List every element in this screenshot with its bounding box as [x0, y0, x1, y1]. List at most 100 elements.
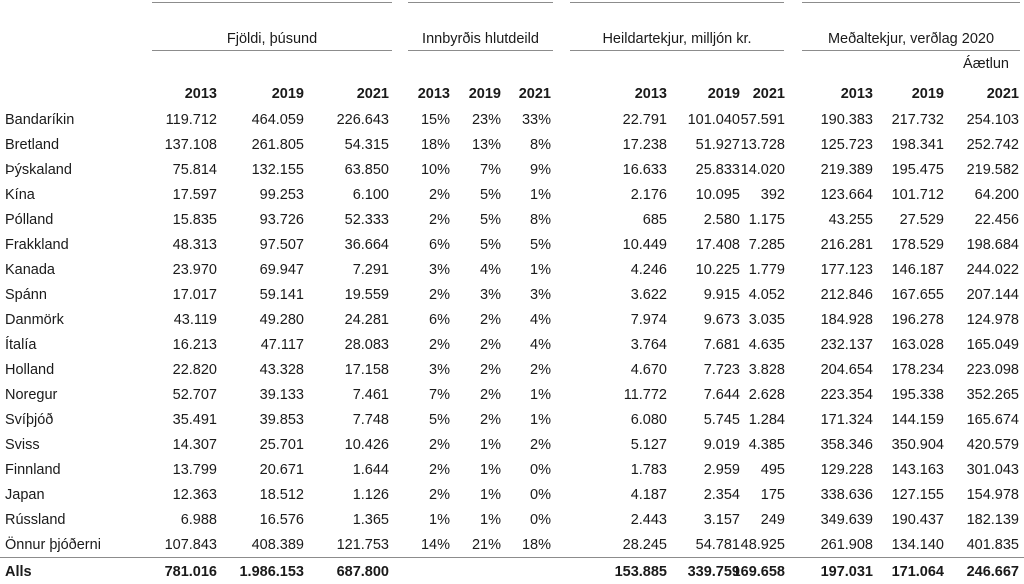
cell: 3% [530, 287, 551, 303]
cell: 143.163 [891, 462, 944, 478]
cell: 25.701 [259, 437, 304, 453]
cell: 1.783 [630, 462, 667, 478]
cell: 4.187 [630, 487, 667, 503]
group-underline [570, 50, 784, 51]
cell: 125.723 [820, 137, 873, 153]
cell: 178.234 [891, 362, 944, 378]
cell: 57.591 [740, 112, 785, 128]
cell: 154.978 [966, 487, 1019, 503]
year-header: 2013 [634, 86, 667, 102]
cell: 352.265 [966, 387, 1019, 403]
cell: 1.284 [748, 412, 785, 428]
cell: 5.127 [630, 437, 667, 453]
cell: 43.119 [173, 312, 217, 328]
cell: 9% [530, 162, 551, 178]
row-label: Svíþjóð [5, 412, 54, 428]
cell: 2% [429, 462, 450, 478]
cell: 190.383 [820, 112, 873, 128]
cell: 358.346 [820, 437, 873, 453]
cell: 10.426 [344, 437, 389, 453]
cell: 249 [760, 512, 785, 528]
cell: 198.684 [966, 237, 1019, 253]
cell: 8% [530, 137, 551, 153]
cell: 2% [480, 362, 501, 378]
cell: 7.461 [352, 387, 389, 403]
cell: 10.449 [622, 237, 667, 253]
total-cell: 169.658 [732, 564, 785, 580]
cell: 2% [429, 487, 450, 503]
row-label: Holland [5, 362, 55, 378]
row-label: Bandaríkin [5, 112, 75, 128]
cell: 207.144 [966, 287, 1019, 303]
cell: 261.908 [820, 537, 873, 553]
cell: 175 [760, 487, 785, 503]
total-cell: 197.031 [820, 564, 873, 580]
cell: 2% [429, 287, 450, 303]
row-label: Japan [5, 487, 45, 503]
cell: 216.281 [820, 237, 873, 253]
group-top-rule [570, 2, 784, 3]
year-header: 2019 [911, 86, 944, 102]
cell: 420.579 [966, 437, 1019, 453]
cell: 28.245 [622, 537, 667, 553]
cell: 132.155 [251, 162, 304, 178]
cell: 254.103 [966, 112, 1019, 128]
cell: 23% [471, 112, 501, 128]
cell: 107.843 [164, 537, 217, 553]
cell: 6.988 [180, 512, 217, 528]
cell: 163.028 [891, 337, 944, 353]
cell: 7.723 [703, 362, 740, 378]
total-cell: 781.016 [164, 564, 217, 580]
cell: 7.681 [703, 337, 740, 353]
cell: 13% [471, 137, 501, 153]
cell: 48.925 [740, 537, 785, 553]
cell: 19.559 [344, 287, 389, 303]
cell: 3.828 [748, 362, 785, 378]
cell: 20.671 [259, 462, 304, 478]
cell: 99.253 [259, 187, 304, 203]
cell: 198.341 [891, 137, 944, 153]
cell: 1% [530, 187, 551, 203]
group-title: Meðaltekjur, verðlag 2020 [827, 31, 995, 47]
cell: 6% [429, 237, 450, 253]
cell: 25.833 [695, 162, 740, 178]
cell: 195.338 [891, 387, 944, 403]
cell: 0% [530, 462, 551, 478]
cell: 4.246 [630, 262, 667, 278]
row-label: Kína [5, 187, 35, 203]
cell: 14.307 [172, 437, 217, 453]
cell: 261.805 [251, 137, 304, 153]
group-top-rule [152, 2, 392, 3]
cell: 3.764 [630, 337, 667, 353]
cell: 5% [480, 237, 501, 253]
cell: 4% [530, 337, 551, 353]
cell: 35.491 [172, 412, 217, 428]
total-cell: 339.759 [687, 564, 740, 580]
cell: 43.255 [828, 212, 873, 228]
cell: 10.225 [695, 262, 740, 278]
cell: 11.772 [623, 387, 667, 403]
row-label: Finnland [5, 462, 61, 478]
cell: 182.139 [966, 512, 1019, 528]
row-label: Spánn [5, 287, 47, 303]
cell: 134.140 [891, 537, 944, 553]
cell: 49.280 [259, 312, 304, 328]
group-title: Fjöldi, þúsund [226, 31, 318, 47]
cell: 27.529 [899, 212, 944, 228]
cell: 119.712 [165, 112, 217, 128]
cell: 1% [480, 512, 501, 528]
row-label: Danmörk [5, 312, 64, 328]
cell: 24.281 [344, 312, 389, 328]
cell: 2.628 [748, 387, 785, 403]
total-cell: 171.064 [891, 564, 944, 580]
cell: 0% [530, 512, 551, 528]
cell: 47.117 [260, 337, 304, 353]
cell: 219.389 [820, 162, 873, 178]
cell: 2% [530, 437, 551, 453]
cell: 1.644 [352, 462, 389, 478]
cell: 685 [642, 212, 667, 228]
cell: 5% [530, 237, 551, 253]
cell: 2% [429, 212, 450, 228]
row-label: Bretland [5, 137, 60, 153]
